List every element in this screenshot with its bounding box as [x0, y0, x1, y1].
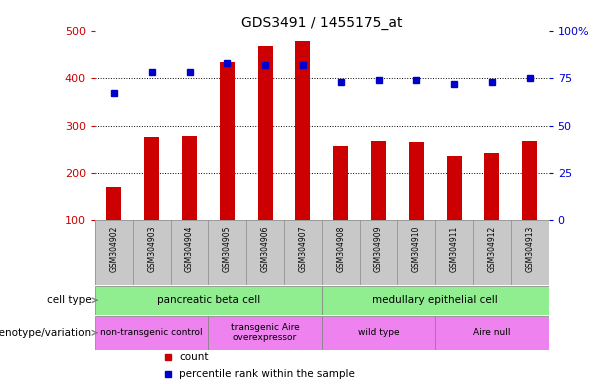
Bar [219, 61, 235, 220]
Bar [295, 41, 311, 220]
Text: GSM304908: GSM304908 [336, 225, 345, 272]
Text: non-transgenic control: non-transgenic control [101, 328, 203, 337]
Bar [371, 141, 386, 220]
Text: GSM304905: GSM304905 [223, 225, 232, 272]
Text: percentile rank within the sample: percentile rank within the sample [179, 369, 355, 379]
Text: GSM304910: GSM304910 [412, 225, 421, 272]
Bar [95, 316, 208, 350]
Text: transgenic Aire
overexpressor: transgenic Aire overexpressor [230, 323, 300, 343]
Text: GSM304902: GSM304902 [109, 225, 118, 272]
Bar [333, 146, 348, 220]
Text: GSM304909: GSM304909 [374, 225, 383, 272]
Bar [322, 316, 435, 350]
Text: GSM304913: GSM304913 [525, 225, 535, 272]
Text: wild type: wild type [358, 328, 399, 337]
Bar [522, 141, 537, 220]
Bar [257, 46, 273, 220]
Text: medullary epithelial cell: medullary epithelial cell [372, 295, 498, 305]
Text: count: count [179, 352, 208, 362]
Text: genotype/variation: genotype/variation [0, 328, 92, 338]
Bar [435, 316, 549, 350]
Bar [446, 156, 462, 220]
Text: pancreatic beta cell: pancreatic beta cell [157, 295, 260, 305]
Bar [484, 152, 500, 220]
Bar [322, 286, 549, 314]
Title: GDS3491 / 1455175_at: GDS3491 / 1455175_at [241, 16, 403, 30]
Text: Aire null: Aire null [473, 328, 511, 337]
Text: GSM304903: GSM304903 [147, 225, 156, 272]
Text: GSM304907: GSM304907 [299, 225, 308, 272]
Text: GSM304906: GSM304906 [261, 225, 270, 272]
Bar [182, 136, 197, 220]
Bar [107, 187, 121, 220]
Text: cell type: cell type [47, 295, 92, 305]
Text: GSM304904: GSM304904 [185, 225, 194, 272]
Bar [95, 286, 322, 314]
Bar [144, 137, 159, 220]
Text: GSM304911: GSM304911 [449, 225, 459, 272]
Bar [208, 316, 322, 350]
Text: GSM304912: GSM304912 [487, 225, 497, 272]
Bar [409, 142, 424, 220]
